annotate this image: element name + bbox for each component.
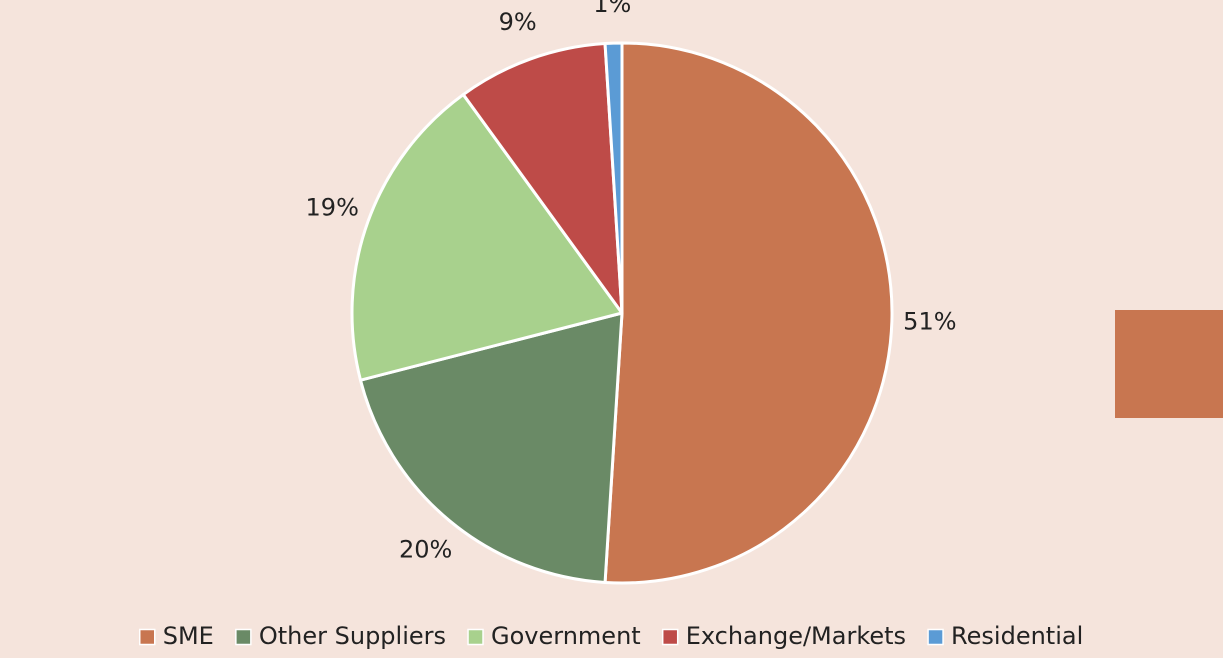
data-label: 9% (499, 8, 537, 36)
legend-swatch (661, 628, 679, 646)
data-label: 20% (399, 535, 452, 563)
legend-swatch (467, 628, 484, 646)
legend-label: Residential (951, 622, 1083, 650)
legend-label: SME (163, 622, 214, 650)
pie (350, 41, 894, 585)
legend-swatch (927, 628, 944, 646)
decorative-shape (1115, 310, 1223, 418)
legend: SME Other Suppliers Government Exchange/Mar… (138, 622, 1083, 650)
pie-slice (603, 41, 894, 585)
data-label: 19% (306, 194, 359, 222)
pie-slice (603, 41, 624, 315)
legend-label: Government (491, 622, 641, 650)
legend-label: Exchange/Markets (686, 622, 906, 650)
legend-swatch (138, 628, 156, 646)
data-labels: 51% 20% 19% 9% 1% (306, 0, 957, 563)
legend-label: Other Suppliers (259, 622, 446, 650)
pie-slice (350, 93, 624, 382)
legend-swatch (235, 628, 252, 646)
data-label: 1% (593, 0, 631, 18)
pie-slice (461, 42, 624, 315)
pie-slice (358, 311, 624, 584)
data-label: 51% (903, 308, 956, 336)
